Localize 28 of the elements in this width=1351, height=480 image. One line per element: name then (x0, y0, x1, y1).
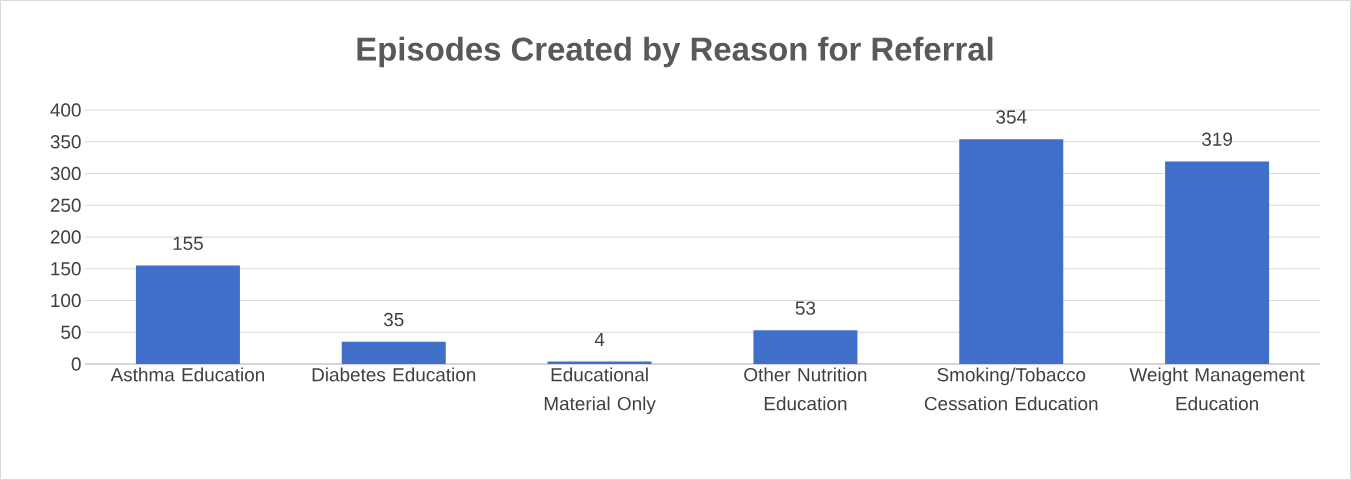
data-label: 354 (996, 110, 1027, 124)
y-tick-label: 350 (50, 135, 81, 149)
data-label: 35 (383, 312, 404, 327)
bar (135, 265, 240, 364)
y-tick-label: 0 (71, 357, 81, 371)
x-tick-label: Weight Management Education (1129, 367, 1305, 411)
y-tick-label: 300 (50, 166, 81, 181)
data-label: 4 (594, 332, 605, 346)
y-tick-label: 250 (50, 198, 81, 212)
bar (1165, 161, 1270, 364)
bar (753, 330, 858, 364)
x-tick-label: Asthma Education (110, 367, 264, 382)
x-tick-label: Diabetes Education (312, 367, 476, 382)
y-tick-label: 400 (50, 103, 81, 117)
data-label: 319 (1202, 132, 1232, 146)
bar (547, 361, 652, 364)
x-tick-label: Smoking/Tobacco Cessation Education (924, 367, 1098, 411)
x-tick-label: Other Nutrition Education (744, 367, 867, 411)
data-label: 155 (173, 236, 203, 251)
x-tick-label: Educational Material Only (544, 367, 656, 415)
y-tick-label: 50 (61, 325, 81, 339)
bar (341, 341, 446, 364)
y-tick-label: 100 (51, 293, 81, 308)
bar (959, 139, 1064, 364)
chart-title: Episodes Created by Reason for Referral (357, 36, 993, 68)
data-label: 53 (795, 301, 816, 315)
y-tick-label: 200 (50, 230, 81, 244)
y-tick-label: 150 (51, 262, 81, 276)
